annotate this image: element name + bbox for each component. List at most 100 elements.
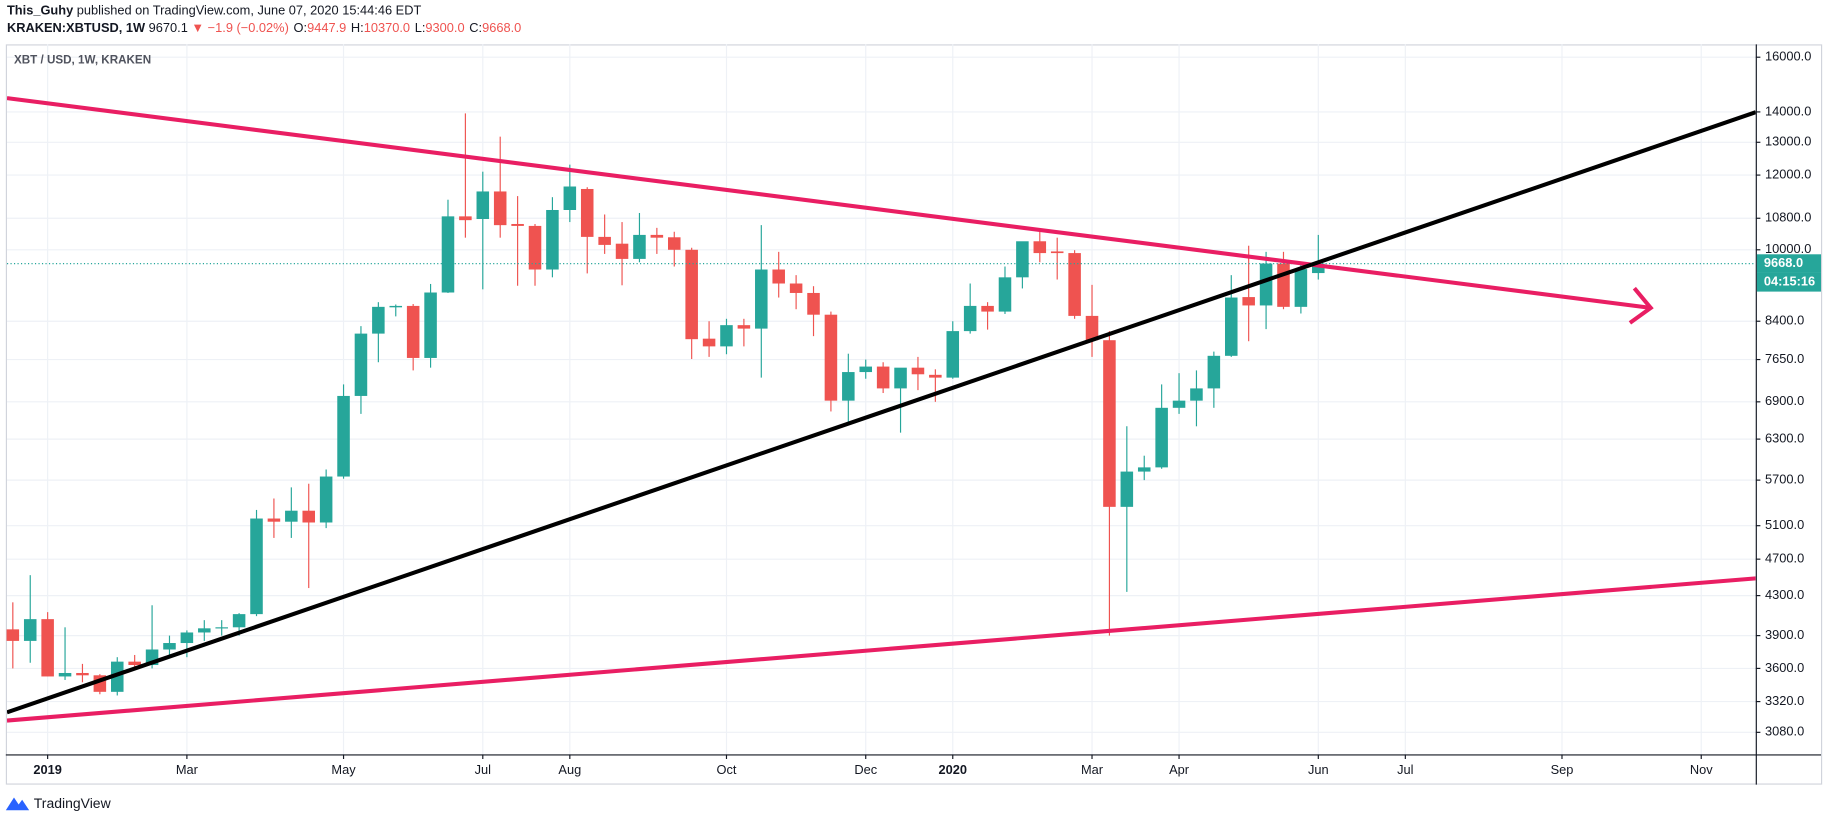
trend-line xyxy=(6,110,1756,715)
x-tick-label: Apr xyxy=(1169,762,1190,777)
candle-body xyxy=(302,510,315,523)
candle-body xyxy=(998,277,1012,312)
ohlc-key: H: xyxy=(351,21,364,36)
y-tick-label: 10000.0 xyxy=(1765,241,1811,256)
candle-body xyxy=(667,237,681,250)
countdown-box xyxy=(1756,272,1822,292)
candle-body xyxy=(250,518,263,615)
candle-body xyxy=(198,628,211,633)
candle-body xyxy=(1294,269,1308,307)
candle-body xyxy=(737,325,751,329)
author: This_Guhy xyxy=(7,3,74,18)
candle-body xyxy=(389,305,403,308)
y-tick-label: 16000.0 xyxy=(1765,49,1811,64)
candle-body xyxy=(894,367,907,389)
candle-body xyxy=(563,186,577,210)
candle-body xyxy=(476,191,490,220)
candle-body xyxy=(807,292,820,315)
candle-body xyxy=(755,269,768,329)
candle-body xyxy=(232,614,246,628)
candle-body xyxy=(702,338,716,347)
trend-line xyxy=(6,576,1756,723)
header-line-1: This_Guhy published on TradingView.com, … xyxy=(7,3,421,18)
candle-body xyxy=(615,243,629,259)
y-tick-label: 12000.0 xyxy=(1765,166,1811,181)
y-tick-label: 5700.0 xyxy=(1765,472,1804,487)
candle-body xyxy=(1207,355,1221,389)
candle-body xyxy=(337,395,350,477)
candle-body xyxy=(1225,297,1238,356)
candle-body xyxy=(459,216,472,221)
y-tick-label: 13000.0 xyxy=(1765,134,1811,149)
y-tick-label: 6900.0 xyxy=(1765,393,1804,408)
candle-body xyxy=(1155,407,1168,468)
candle-body xyxy=(1085,315,1099,341)
candle-body xyxy=(1277,263,1290,307)
y-tick-label: 3900.0 xyxy=(1765,627,1804,642)
candle-body xyxy=(1172,400,1186,408)
x-tick-label: May xyxy=(331,762,356,777)
candle-body xyxy=(911,367,925,375)
candle-body xyxy=(929,374,942,378)
candle-body xyxy=(6,629,20,641)
candle-body xyxy=(372,306,385,334)
candle-body xyxy=(824,314,838,401)
candle-body xyxy=(772,269,785,284)
ohlc-value: 9447.9 xyxy=(307,21,346,36)
candle-body xyxy=(1050,251,1064,254)
ohlc-key: O: xyxy=(294,21,308,36)
y-tick-label: 3320.0 xyxy=(1765,693,1804,708)
trend-arrow xyxy=(1628,286,1654,325)
candle-body xyxy=(406,305,420,358)
candle-body xyxy=(1190,388,1203,401)
y-tick-label: 14000.0 xyxy=(1765,103,1811,118)
candle-body xyxy=(424,292,437,358)
y-tick-label: 7650.0 xyxy=(1765,351,1804,366)
candle-body xyxy=(1242,297,1255,306)
y-tick-label: 3600.0 xyxy=(1765,660,1804,675)
x-tick-label: 2019 xyxy=(33,762,62,777)
candle-body xyxy=(876,366,890,389)
candle-body xyxy=(1259,263,1273,306)
x-tick-label: 2020 xyxy=(939,762,968,777)
candle-body xyxy=(789,283,803,293)
logo xyxy=(5,797,30,811)
candle-body xyxy=(842,372,855,401)
candle-body xyxy=(163,643,176,650)
candle-body xyxy=(859,366,873,373)
x-tick-label: Jul xyxy=(1397,762,1413,777)
candle-body xyxy=(215,627,228,629)
x-tick-label: Sep xyxy=(1551,762,1574,777)
candle-body xyxy=(1016,241,1029,278)
candle-body xyxy=(58,672,72,677)
candle-body xyxy=(1312,263,1325,274)
last: 9670.1 xyxy=(149,21,188,36)
x-tick-label: Nov xyxy=(1690,762,1713,777)
y-tick-label: 8400.0 xyxy=(1765,313,1804,328)
candle-body xyxy=(493,191,507,226)
header-line-2: KRAKEN:XBTUSD, 1W 9670.1 ▼ −1.9 (−0.02%)… xyxy=(7,21,521,36)
candle-body xyxy=(1137,467,1151,472)
candle-body xyxy=(685,249,698,340)
candle-body xyxy=(1068,253,1081,316)
x-tick-label: Jul xyxy=(475,762,491,777)
x-tick-label: Oct xyxy=(717,762,737,777)
y-tick-label: 4300.0 xyxy=(1765,587,1804,602)
candle-body xyxy=(128,661,141,666)
candle-body xyxy=(580,188,594,237)
candle-body xyxy=(528,225,542,270)
candle-body xyxy=(1103,340,1116,507)
candle-body xyxy=(511,223,524,226)
frame xyxy=(5,44,1823,785)
candle-body xyxy=(285,510,298,522)
y-tick-label: 5100.0 xyxy=(1765,517,1804,532)
ohlc-key: L: xyxy=(415,21,426,36)
candle-body xyxy=(1120,471,1134,507)
candle-body xyxy=(546,209,559,270)
ohlc-value: 9668.0 xyxy=(482,21,521,36)
candle-body xyxy=(633,234,646,259)
candle-body xyxy=(963,305,977,332)
candle-body xyxy=(981,305,994,312)
candle-body xyxy=(441,216,455,293)
candle-body xyxy=(720,325,733,347)
